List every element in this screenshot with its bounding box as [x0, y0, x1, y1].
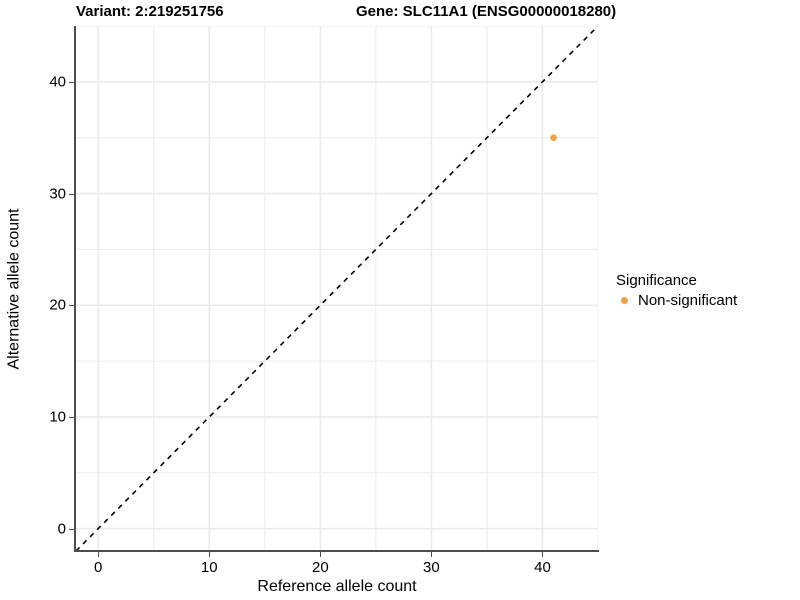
y-tick-mark	[69, 416, 74, 418]
x-tick-label: 0	[94, 559, 103, 576]
y-axis-line	[74, 26, 76, 552]
x-tick-label: 10	[200, 559, 218, 576]
x-tick-mark	[431, 552, 433, 557]
x-tick-mark	[209, 552, 211, 557]
x-axis-title: Reference allele count	[257, 578, 417, 595]
diagonal-reference-line	[76, 26, 598, 551]
y-tick-mark	[69, 193, 74, 195]
y-axis-title: Alternative allele count	[4, 26, 24, 551]
y-tick-mark	[69, 305, 74, 307]
y-tick-mark	[69, 81, 74, 83]
x-axis-line	[74, 550, 599, 552]
legend-item[interactable]: Non-significant	[616, 292, 796, 309]
variant-title: Variant: 2:219251756	[76, 3, 224, 20]
legend-item-label: Non-significant	[638, 292, 738, 309]
legend-dot-icon	[620, 297, 628, 304]
y-tick-label: 40	[49, 73, 66, 91]
x-tick-mark	[98, 552, 100, 557]
y-axis-title-text: Alternative allele count	[5, 208, 23, 369]
y-tick-label: 0	[57, 520, 66, 538]
chart-title-row: Variant: 2:219251756 Gene: SLC11A1 (ENSG…	[0, 0, 800, 26]
y-tick-mark	[69, 528, 74, 530]
y-tick-label: 30	[49, 185, 66, 203]
gene-title: Gene: SLC11A1 (ENSG00000018280)	[356, 3, 617, 20]
y-tick-label: 20	[49, 296, 66, 314]
legend-title: Significance	[616, 272, 697, 289]
x-tick-label: 30	[423, 559, 440, 576]
plot-area	[76, 26, 598, 551]
x-tick-mark	[542, 552, 544, 557]
x-tick-label: 20	[311, 559, 329, 576]
legend: Significance Non-significant	[616, 272, 796, 309]
x-tick-mark	[320, 552, 322, 557]
data-point[interactable]	[550, 134, 557, 142]
y-tick-label: 10	[49, 408, 66, 426]
plot-panel	[76, 26, 598, 551]
legend-key	[616, 293, 632, 309]
x-tick-label: 40	[534, 559, 551, 576]
legend-items: Non-significant	[616, 292, 796, 309]
